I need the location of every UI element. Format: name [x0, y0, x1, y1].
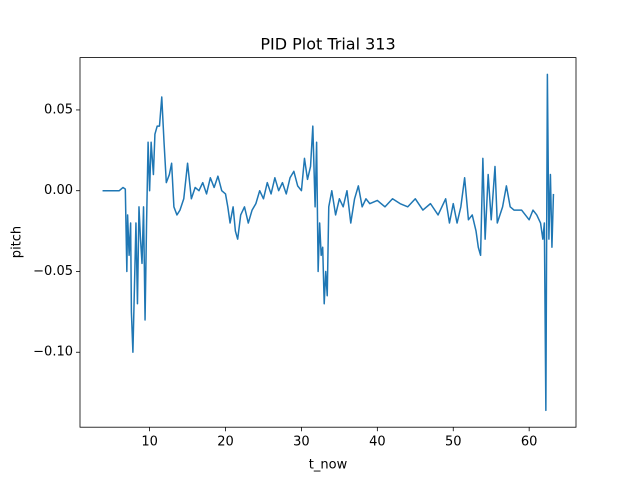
plot-frame — [79, 57, 577, 428]
series-line — [102, 73, 555, 412]
y-tick-label: −0.10 — [33, 345, 73, 360]
x-tick-label: 10 — [141, 435, 158, 450]
x-tick-label: 20 — [217, 435, 234, 450]
x-tick-label: 30 — [293, 435, 310, 450]
x-tick-label: 50 — [445, 435, 462, 450]
x-tick-label: 60 — [521, 435, 538, 450]
y-tick-label: 0.05 — [44, 102, 73, 117]
chart-title: PID Plot Trial 313 — [260, 35, 395, 54]
y-tick-label: 0.00 — [44, 183, 73, 198]
x-axis-label: t_now — [309, 458, 348, 473]
y-axis-label: pitch — [10, 226, 25, 258]
x-tick-label: 40 — [369, 435, 386, 450]
y-tick-label: −0.05 — [33, 264, 73, 279]
